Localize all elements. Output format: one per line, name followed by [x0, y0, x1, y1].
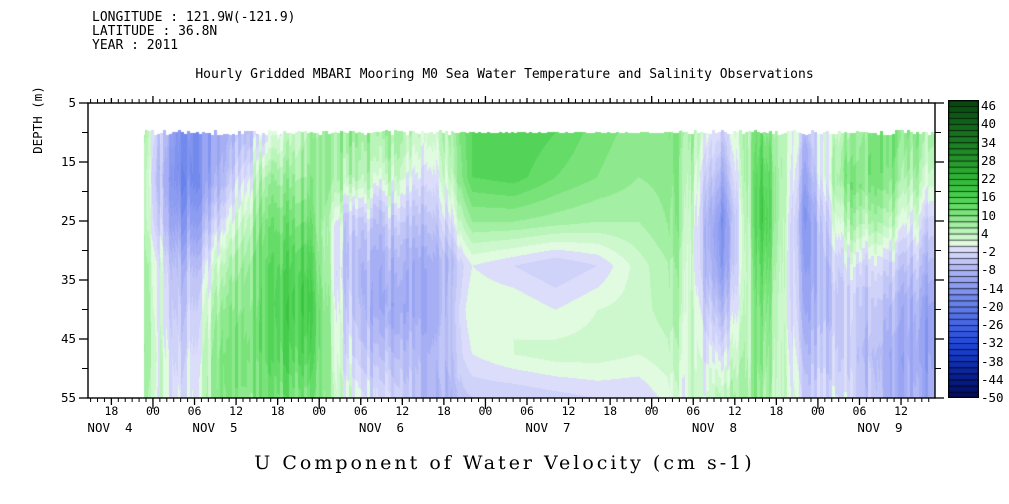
y-tick-label: 45	[60, 331, 76, 346]
colorbar-label: 16	[981, 189, 997, 205]
colorbar-label: -2	[981, 244, 997, 260]
plot-title: Hourly Gridded MBARI Mooring M0 Sea Wate…	[195, 67, 814, 82]
colorbar-label: -44	[981, 371, 1004, 387]
colorbar-label: 10	[981, 207, 997, 223]
y-tick-label: 25	[60, 213, 76, 228]
x-hour-label: 18	[270, 404, 285, 418]
colorbar-label: -38	[981, 353, 1004, 369]
x-date-label: NOV 4	[87, 420, 133, 435]
x-hour-label: 18	[603, 404, 618, 418]
velocity-heatmap-canvas	[88, 103, 935, 398]
bottom-axis-title: U Component of Water Velocity (cm s-1)	[254, 452, 755, 474]
y-tick-label: 55	[60, 390, 76, 405]
colorbar-canvas	[948, 100, 979, 398]
x-hour-label: 18	[104, 404, 119, 418]
colorbar-label: -26	[981, 317, 1004, 333]
x-hour-label: 18	[436, 404, 451, 418]
colorbar-label: -20	[981, 298, 1004, 314]
y-tick-label: 35	[60, 272, 76, 287]
x-date-label: NOV 7	[525, 420, 571, 435]
y-tick-label: 5	[68, 95, 76, 110]
colorbar-label: 46	[981, 98, 997, 114]
x-hour-label: 06	[353, 404, 368, 418]
colorbar-label: 28	[981, 152, 997, 168]
colorbar-label: 34	[981, 134, 997, 150]
header-longitude: LONGITUDE : 121.9W(-121.9)	[92, 10, 296, 25]
x-hour-label: 06	[187, 404, 202, 418]
colorbar-label: -8	[981, 262, 997, 278]
x-date-label: NOV 5	[192, 420, 238, 435]
y-tick-label: 15	[60, 154, 76, 169]
x-hour-label: 12	[229, 404, 244, 418]
x-hour-label: 00	[312, 404, 327, 418]
x-hour-label: 12	[727, 404, 742, 418]
x-date-label: NOV 6	[358, 420, 405, 435]
y-axis-label: DEPTH (m)	[30, 86, 45, 154]
x-hour-label: 12	[561, 404, 576, 418]
colorbar-label: -50	[981, 390, 1004, 405]
x-hour-label: 12	[894, 404, 908, 418]
x-hour-label: 06	[852, 404, 867, 418]
colorbar-label: -14	[981, 280, 1004, 296]
colorbar-label: 22	[981, 171, 997, 187]
x-date-label: NOV 9	[857, 420, 903, 435]
x-hour-label: 18	[769, 404, 784, 418]
x-hour-label: 06	[520, 404, 534, 418]
x-hour-label: 06	[686, 404, 701, 418]
colorbar-label: 4	[981, 225, 989, 241]
header-latitude: LATITUDE : 36.8N	[92, 24, 218, 39]
x-hour-label: 12	[395, 404, 410, 418]
x-hour-label: 00	[810, 404, 825, 418]
x-date-label: NOV 8	[691, 420, 738, 435]
colorbar-label: -32	[981, 335, 1004, 351]
header-year: YEAR : 2011	[92, 38, 179, 53]
x-hour-label: 00	[644, 404, 659, 418]
colorbar-label: 40	[981, 116, 997, 132]
x-hour-label: 00	[146, 404, 160, 418]
x-hour-label: 00	[478, 404, 493, 418]
